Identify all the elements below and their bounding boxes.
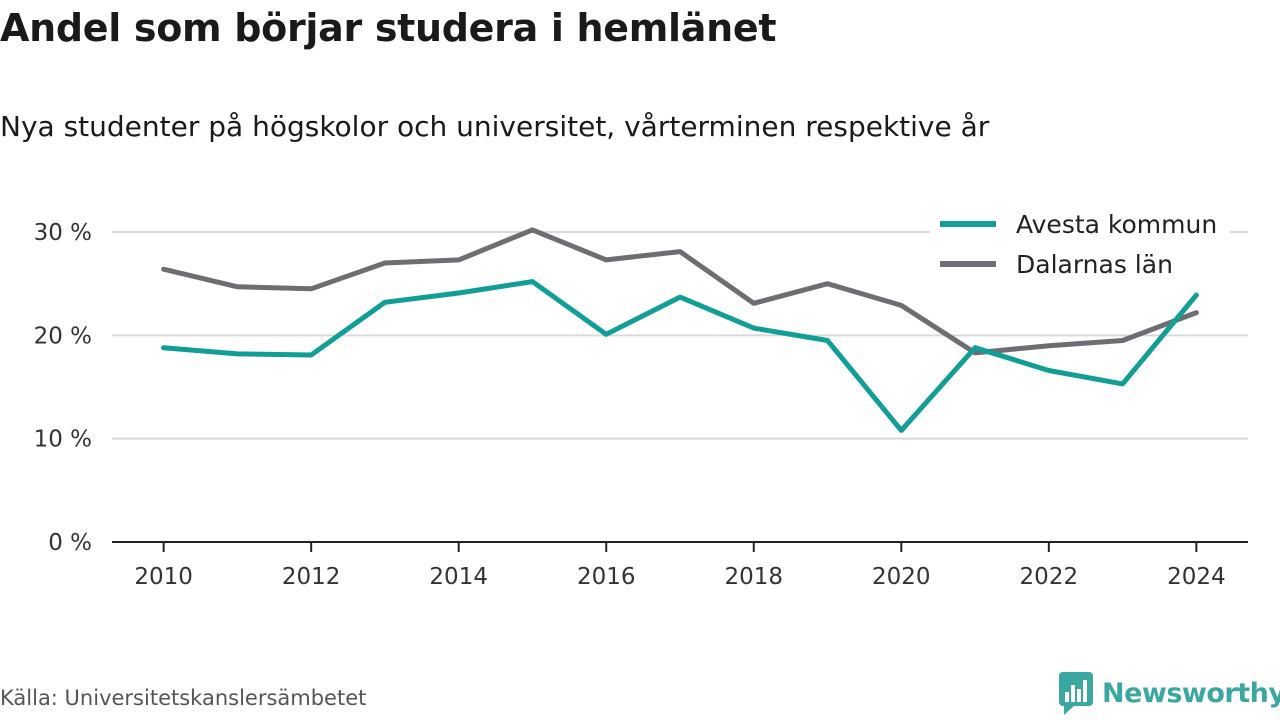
x-tick-label: 2024 [1167,564,1226,590]
series-line-avesta-kommun [161,279,1199,433]
series-line-dalarnas-l-n [161,227,1199,356]
y-tick-label: 0 % [48,530,92,556]
x-tick-label: 2018 [724,564,783,590]
brand-logo[interactable]: Newsworthy [1058,670,1280,716]
chart-subtitle: Nya studenter på högskolor och universit… [0,110,990,143]
x-tick-label: 2022 [1020,564,1079,590]
x-tick-label: 2010 [134,564,193,590]
source-note: Källa: Universitetskanslersämbetet [0,686,367,710]
y-tick-label: 30 % [34,220,92,246]
x-tick-label: 2014 [429,564,488,590]
x-tick-label: 2020 [872,564,931,590]
legend-background [930,205,1230,287]
x-tick-label: 2016 [577,564,636,590]
series-lines [161,227,1199,433]
legend-label: Dalarnas län [1016,250,1173,279]
x-tick-label: 2012 [282,564,341,590]
chart-title: Andel som börjar studera i hemlänet [0,6,777,50]
legend: Avesta kommun Dalarnas län [930,205,1230,287]
x-axis: 2010 2012 2014 2016 2018 2020 2022 2024 [112,541,1248,590]
newsworthy-logo-icon [1059,672,1093,715]
brand-name: Newsworthy [1102,677,1280,709]
y-tick-label: 20 % [34,323,92,349]
y-axis: 0 % 10 % 20 % 30 % [34,220,92,556]
y-tick-label: 10 % [34,427,92,453]
legend-label: Avesta kommun [1016,210,1217,239]
